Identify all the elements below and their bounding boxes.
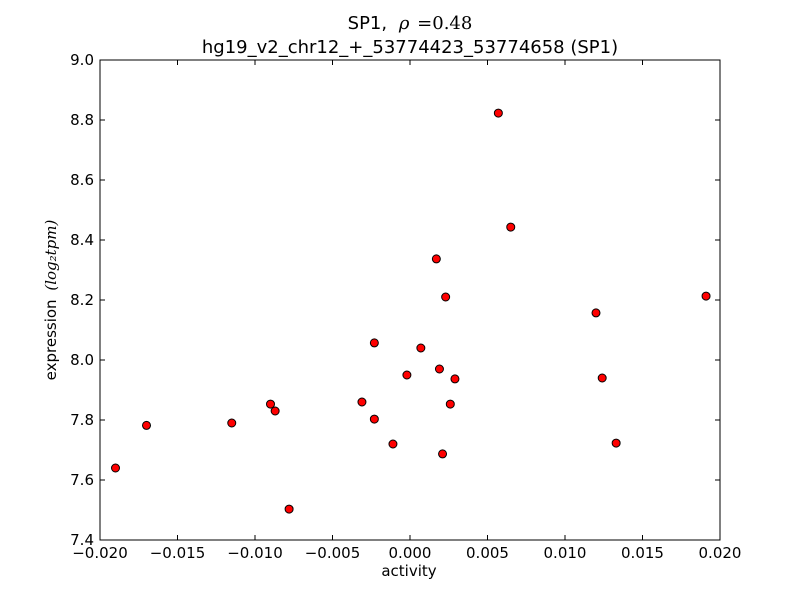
- data-point: [434, 364, 444, 374]
- x-tick-label: 0.020: [699, 544, 742, 562]
- data-point: [416, 343, 426, 353]
- y-tick-label: 8.6: [70, 171, 94, 189]
- chart-title-rho-symbol: ρ: [398, 13, 410, 34]
- data-point: [493, 108, 503, 118]
- x-tick-label: 0.000: [389, 544, 432, 562]
- data-point: [591, 308, 601, 318]
- data-point: [284, 504, 294, 514]
- x-axis-label: activity: [381, 562, 436, 580]
- data-point: [402, 370, 412, 380]
- data-point: [388, 439, 398, 449]
- x-tick-label: −0.020: [72, 544, 128, 562]
- data-point: [441, 292, 451, 302]
- chart-title-gene: SP1,: [348, 13, 387, 34]
- x-tick-label: −0.005: [305, 544, 361, 562]
- y-tick-label: 8.2: [70, 291, 94, 309]
- data-point: [445, 399, 455, 409]
- chart-subtitle: hg19_v2_chr12_+_53774423_53774658 (SP1): [202, 37, 618, 58]
- y-axis-label-text: expression: [42, 299, 60, 380]
- y-axis-label: expression (log₂tpm): [42, 220, 60, 381]
- plot-area: [99, 59, 721, 541]
- data-point: [369, 338, 379, 348]
- chart-title-rho-value: =0.48: [417, 13, 472, 34]
- y-tick-label: 7.4: [70, 531, 94, 549]
- data-point: [431, 254, 441, 264]
- y-tick-label: 8.8: [70, 111, 94, 129]
- chart-title: SP1, ρ =0.48: [348, 13, 473, 34]
- y-tick-label: 8.0: [70, 351, 94, 369]
- data-point: [270, 406, 280, 416]
- data-point: [611, 438, 621, 448]
- y-tick-label: 8.4: [70, 231, 94, 249]
- data-point: [438, 449, 448, 459]
- data-point: [701, 291, 711, 301]
- data-point: [111, 463, 120, 473]
- x-tick-label: 0.015: [621, 544, 664, 562]
- x-tick-label: 0.010: [544, 544, 587, 562]
- x-tick-label: −0.010: [227, 544, 283, 562]
- data-point: [266, 399, 275, 409]
- data-point: [142, 420, 151, 430]
- data-point: [227, 418, 237, 428]
- x-tick-label: −0.015: [150, 544, 206, 562]
- y-tick-label: 9.0: [70, 51, 94, 69]
- axis-tick-labels: −0.020 −0.015 −0.010 −0.005 0.000 0.005 0.010 0…: [70, 51, 741, 562]
- y-tick-label: 7.8: [70, 411, 94, 429]
- x-tick-label: 0.005: [466, 544, 509, 562]
- y-axis-label-unit: (log₂tpm): [42, 220, 60, 291]
- data-point: [506, 222, 516, 232]
- data-point: [597, 373, 607, 383]
- axis-ticks: [99, 59, 721, 541]
- data-point: [369, 414, 379, 424]
- data-point: [357, 397, 367, 407]
- data-points: [111, 108, 711, 514]
- y-tick-label: 7.6: [70, 471, 94, 489]
- data-point: [450, 374, 460, 384]
